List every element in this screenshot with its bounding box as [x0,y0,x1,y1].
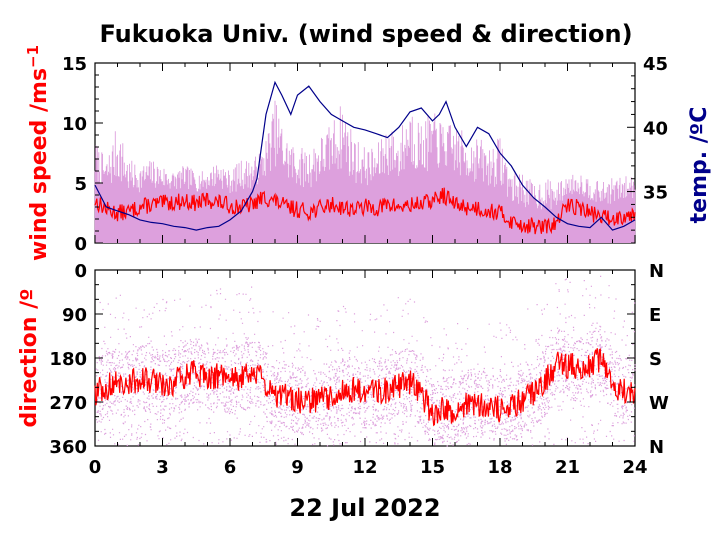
direction-y-tick-label: 180 [49,349,87,370]
time-x-tick-label: 0 [89,457,102,478]
compass-tick-label: N [649,437,664,458]
time-x-tick-label: 18 [487,457,512,478]
time-x-tick-label: 24 [622,457,647,478]
compass-tick-label: E [649,305,661,326]
time-x-tick-label: 6 [224,457,237,478]
wind-y-tick-label: 10 [62,114,87,135]
average-wind-line [94,187,636,235]
compass-y-ticks: N E S W N [649,261,669,458]
direction-y-ticks: 0 90 180 270 360 [49,261,635,458]
wind-speed-panel: 0 5 10 15 35 40 45 wind speed /ms−1 temp. /ºC [24,45,712,261]
temp-y-ticks: 35 40 45 [627,54,668,244]
direction-scatter-points [95,275,636,447]
temperature-axis-label: temp. /ºC [687,107,712,224]
direction-scatter-series [95,275,636,447]
compass-tick-label: N [649,261,664,282]
average-wind-series [94,187,636,235]
direction-axis-label: direction /º [17,288,42,427]
wind-y-tick-label: 0 [74,234,87,255]
time-x-tick-label: 9 [291,457,304,478]
wind-speed-axis-label: wind speed /ms−1 [24,45,52,261]
average-direction-line [94,348,636,427]
direction-panel: 0 90 180 270 360 N E S W N 0 3 6 9 12 15 18 21 24 direct… [17,261,669,522]
wind-y-tick-label: 15 [62,54,87,75]
direction-y-tick-label: 90 [62,305,87,326]
wind-y-tick-label: 5 [74,174,87,195]
time-x-tick-label: 15 [420,457,445,478]
wind-y-ticks: 0 5 10 15 [62,54,103,255]
direction-y-tick-label: 0 [74,261,87,282]
time-x-ticks: 0 3 6 9 12 15 18 21 24 [89,270,648,478]
temperature-line [94,80,636,231]
direction-y-tick-label: 360 [49,437,87,458]
time-x-tick-label: 21 [555,457,580,478]
compass-tick-label: S [649,349,662,370]
compass-tick-label: W [649,393,669,414]
temperature-series [94,80,636,231]
chart-title: Fukuoka Univ. (wind speed & direction) [99,20,632,48]
time-x-tick-label: 3 [156,457,169,478]
date-axis-label: 22 Jul 2022 [289,494,440,522]
average-direction-series [94,348,636,427]
time-x-tick-label: 12 [352,457,377,478]
temp-y-tick-label: 35 [643,183,668,204]
top-x-ticks [94,63,636,243]
direction-y-tick-label: 270 [49,393,87,414]
temp-y-tick-label: 45 [643,54,668,75]
temp-y-tick-label: 40 [643,118,668,139]
